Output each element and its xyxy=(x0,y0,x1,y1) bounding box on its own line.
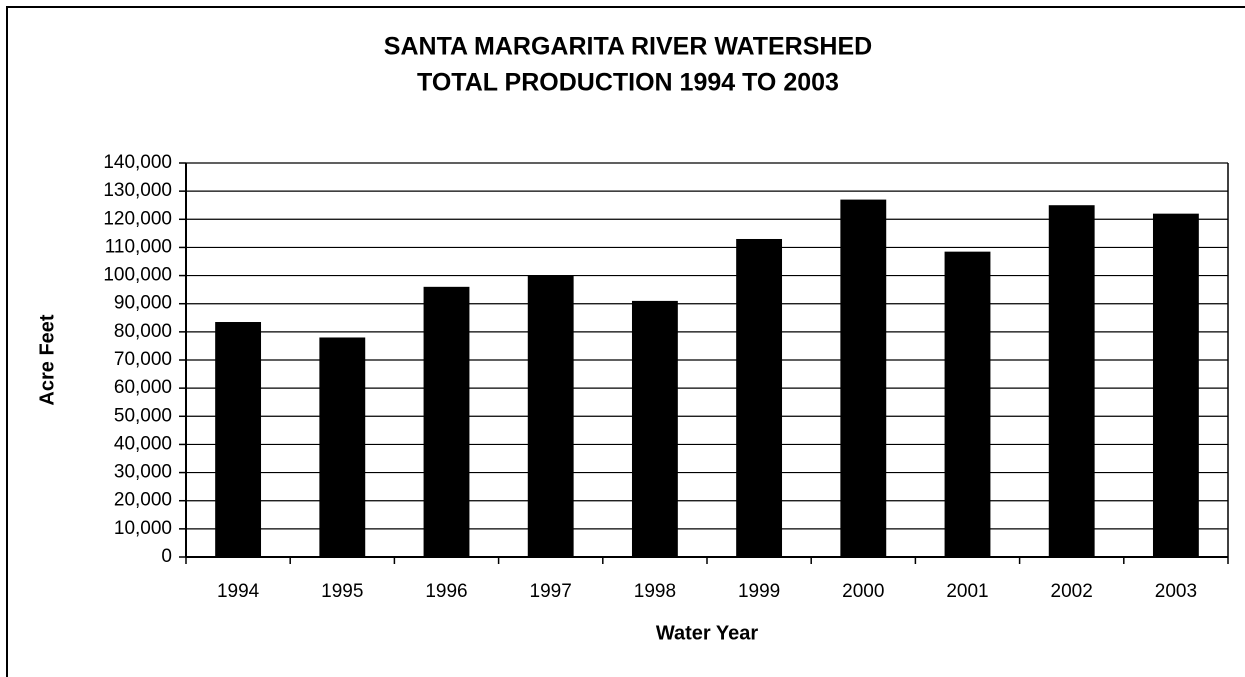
y-tick-label: 40,000 xyxy=(114,433,172,454)
y-tick-label: 90,000 xyxy=(114,293,172,314)
bar xyxy=(631,300,678,557)
x-tick-label: 2000 xyxy=(842,581,884,602)
y-tick-label: 70,000 xyxy=(114,349,172,370)
chart-title: TOTAL PRODUCTION 1994 TO 2003 xyxy=(417,69,839,97)
y-tick-label: 100,000 xyxy=(103,265,172,286)
bar xyxy=(319,337,366,557)
x-tick-label: 2002 xyxy=(1051,581,1093,602)
x-tick-label: 2003 xyxy=(1155,581,1197,602)
bar xyxy=(840,199,887,558)
x-tick-label: 1998 xyxy=(634,581,676,602)
bar xyxy=(1152,213,1199,557)
x-tick-label: 1995 xyxy=(321,581,363,602)
y-tick-label: 120,000 xyxy=(103,208,172,229)
y-tick-label: 80,000 xyxy=(114,321,172,342)
y-tick-label: 30,000 xyxy=(114,462,172,483)
y-tick-label: 130,000 xyxy=(103,180,172,201)
bar xyxy=(736,238,783,557)
bar xyxy=(215,322,262,557)
bar xyxy=(944,251,991,557)
x-tick-label: 1999 xyxy=(738,581,780,602)
x-tick-label: 1997 xyxy=(530,581,572,602)
y-tick-label: 10,000 xyxy=(114,518,172,539)
y-tick-label: 110,000 xyxy=(105,236,172,257)
x-tick-label: 1994 xyxy=(217,581,260,602)
y-axis-title: Acre Feet xyxy=(36,314,58,405)
bar xyxy=(1048,205,1095,557)
y-tick-label: 50,000 xyxy=(114,405,172,426)
x-tick-label: 1996 xyxy=(425,581,467,602)
bar xyxy=(527,275,574,557)
chart-frame xyxy=(6,6,1245,677)
x-axis-title: Water Year xyxy=(656,622,759,644)
x-tick-label: 2001 xyxy=(946,581,988,602)
y-tick-label: 60,000 xyxy=(114,377,172,398)
y-tick-label: 0 xyxy=(161,546,172,567)
y-tick-label: 140,000 xyxy=(103,152,172,173)
chart-title: SANTA MARGARITA RIVER WATERSHED xyxy=(384,33,872,61)
bar xyxy=(423,286,470,557)
y-tick-label: 20,000 xyxy=(114,490,172,511)
